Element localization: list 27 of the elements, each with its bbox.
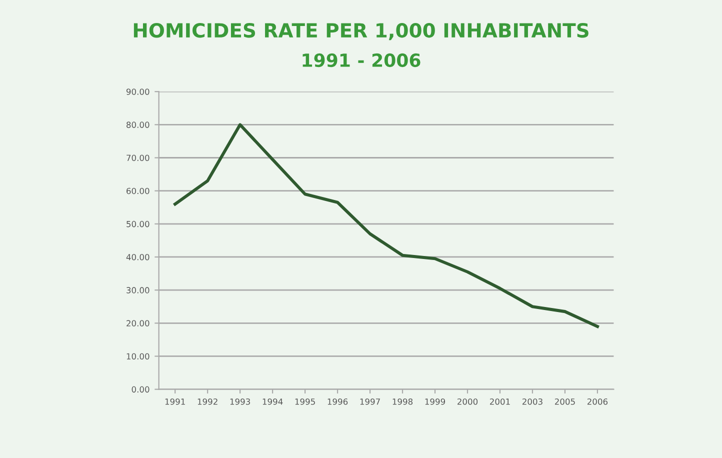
x-tick-label: 2005	[554, 398, 575, 405]
x-tick-label: 1991	[165, 398, 185, 405]
x-tick-label: 2001	[490, 398, 510, 405]
x-tick-label: 1994	[262, 398, 283, 405]
chart-title: HOMICIDES RATE PER 1,000 INHABITANTS	[134, 22, 588, 40]
y-tick-label: 30.00	[126, 287, 150, 294]
y-tick-label: 0.00	[132, 386, 150, 393]
x-tick-label: 2000	[458, 398, 478, 405]
y-tick-label: 40.00	[126, 254, 150, 260]
y-tick-label: 20.00	[126, 320, 150, 326]
x-tick-label: 1997	[360, 398, 380, 405]
line-series	[174, 123, 599, 328]
x-tick-label: 1995	[295, 398, 315, 405]
x-tick-label: 1996	[328, 398, 348, 405]
y-tick-label: 70.00	[126, 154, 150, 162]
x-tick-label: 2006	[587, 398, 608, 405]
x-tick-label: 1993	[230, 398, 250, 405]
x-tick-label: 1998	[392, 398, 413, 405]
x-tick-label: 1992	[198, 398, 218, 405]
x-tick-label: 1999	[425, 398, 446, 405]
chart-subtitle: 1991 - 2006	[302, 53, 420, 68]
x-tick-label: 2003	[522, 398, 542, 405]
y-tick-label: 80.00	[126, 122, 150, 128]
y-tick-label: 50.00	[126, 220, 150, 228]
y-tick-label: 90.00	[126, 88, 150, 95]
y-tick-label: 10.00	[126, 353, 150, 360]
y-tick-label: 60.00	[126, 188, 150, 194]
